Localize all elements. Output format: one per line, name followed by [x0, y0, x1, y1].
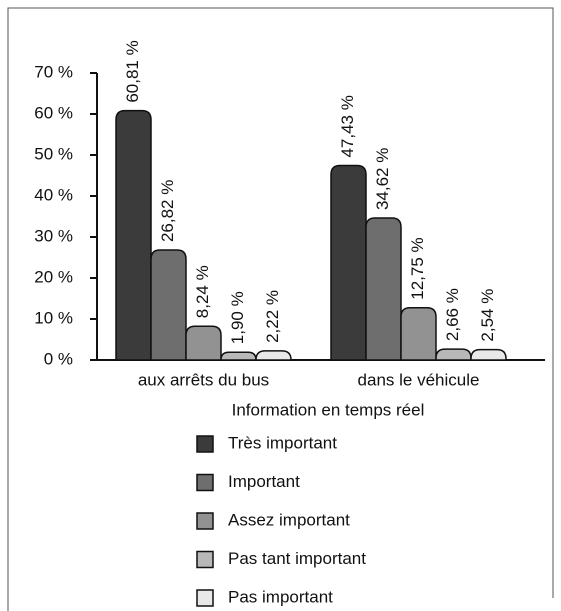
legend-label: Très important: [228, 433, 337, 452]
y-tick-label: 70 %: [34, 62, 73, 81]
x-tick-label: dans le véhicule: [358, 370, 480, 389]
data-label: 12,75 %: [408, 237, 427, 299]
data-label: 60,81 %: [123, 40, 142, 102]
data-label: 26,82 %: [158, 180, 177, 242]
legend-label: Important: [228, 472, 300, 491]
y-tick-label: 60 %: [34, 103, 73, 122]
x-tick-label: aux arrêts du bus: [138, 370, 269, 389]
legend-label: Assez important: [228, 510, 350, 529]
legend-swatch: [196, 473, 214, 492]
y-tick-label: 20 %: [34, 267, 73, 286]
bar: [330, 164, 367, 361]
bar: [150, 249, 187, 361]
y-tick-label: 0 %: [44, 349, 73, 368]
bar: [185, 325, 222, 361]
frame: [7, 7, 554, 611]
bar: [400, 306, 437, 361]
data-label: 2,22 %: [263, 290, 282, 343]
bar: [365, 217, 402, 361]
data-label: 2,66 %: [443, 288, 462, 341]
bar: [255, 350, 292, 361]
legend-swatch: [196, 435, 214, 453]
bar: [470, 348, 507, 361]
data-label: 8,24 %: [193, 265, 212, 318]
bar: [435, 348, 472, 361]
y-tick-label: 10 %: [34, 308, 73, 327]
y-tick-label: 30 %: [34, 226, 73, 245]
bar: [115, 109, 152, 361]
bar: [220, 351, 257, 361]
legend-label: Pas tant important: [228, 549, 366, 568]
legend-label: Pas important: [228, 587, 333, 606]
y-tick-label: 50 %: [34, 144, 73, 163]
data-label: 2,54 %: [478, 289, 497, 342]
data-label: 47,43 %: [338, 95, 357, 157]
y-tick-label: 40 %: [34, 185, 73, 204]
legend-swatch: [196, 512, 214, 530]
legend-title: Information en temps réel: [232, 400, 425, 419]
legend-swatch: [196, 550, 214, 569]
data-label: 1,90 %: [228, 291, 247, 344]
legend-swatch: [196, 589, 214, 607]
data-label: 34,62 %: [373, 148, 392, 210]
